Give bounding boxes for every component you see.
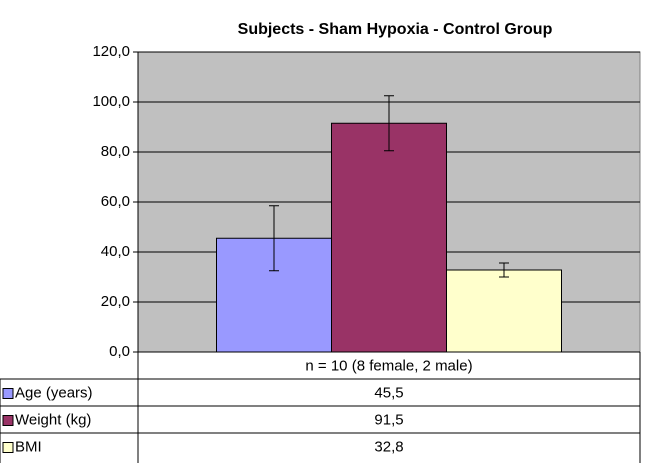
legend-label: Age (years) xyxy=(15,384,93,401)
y-tick-label: 80,0 xyxy=(101,143,130,160)
legend-key xyxy=(2,415,14,426)
y-tick-label: 20,0 xyxy=(101,293,130,310)
legend-key xyxy=(2,388,14,399)
y-tick-label: 100,0 xyxy=(92,93,130,110)
table-value: 32,8 xyxy=(374,438,403,455)
legend-key xyxy=(2,442,14,453)
table-header: n = 10 (8 female, 2 male) xyxy=(305,357,472,374)
y-tick-label: 0,0 xyxy=(109,343,130,360)
legend-label: Weight (kg) xyxy=(15,411,91,428)
y-tick-label: 60,0 xyxy=(101,193,130,210)
bar xyxy=(446,269,562,353)
chart-title: Subjects - Sham Hypoxia - Control Group xyxy=(238,21,553,38)
legend-label: BMI xyxy=(15,438,42,455)
y-tick-label: 40,0 xyxy=(101,243,130,260)
bar xyxy=(331,122,447,353)
table-value: 45,5 xyxy=(374,384,403,401)
y-tick-label: 120,0 xyxy=(92,43,130,60)
table-value: 91,5 xyxy=(374,411,403,428)
